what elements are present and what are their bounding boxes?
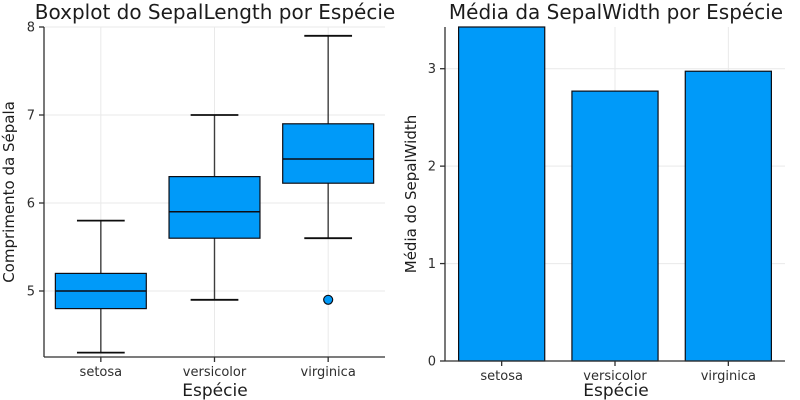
bar-yaxis-label: Média do SepalWidth xyxy=(402,115,420,274)
y-tick-label: 5 xyxy=(27,285,35,300)
category-label-setosa: setosa xyxy=(80,365,123,380)
y-tick-label: 0 xyxy=(428,355,436,370)
y-tick-label: 7 xyxy=(27,109,35,124)
boxplot-title: Boxplot do SepalLength por Espécie xyxy=(35,0,395,24)
y-tick-label: 6 xyxy=(27,197,35,212)
category-label-versicolor: versicolor xyxy=(183,365,247,380)
boxplot-yaxis-label: Comprimento da Sépala xyxy=(0,101,18,283)
boxplot-xaxis-label: Espécie xyxy=(182,381,247,400)
box-versicolor xyxy=(168,176,261,239)
y-tick-label: 8 xyxy=(27,21,35,36)
bar-title: Média da SepalWidth por Espécie xyxy=(449,0,783,24)
y-tick-label: 3 xyxy=(428,62,436,77)
category-label-setosa: setosa xyxy=(480,369,523,384)
bar-virginica xyxy=(684,70,772,362)
outlier-point-virginica xyxy=(323,294,334,305)
bar-sepalwidth-chart: 0 1 2 3 setosa versicolor virginica Média da S… xyxy=(402,0,785,400)
y-tick-label: 1 xyxy=(428,257,436,272)
category-label-virginica: virginica xyxy=(301,365,356,380)
category-label-virginica: virginica xyxy=(701,369,756,384)
category-label-versicolor: versicolor xyxy=(583,369,647,384)
y-tick-label: 2 xyxy=(428,160,436,175)
bar-xaxis-label: Espécie xyxy=(583,381,648,400)
bar-plot-area: 0 1 2 3 setosa versicolor virginica xyxy=(428,26,785,384)
boxplot-sepallength-chart: 5 6 7 8 setosa versicolor virginica Boxplot do… xyxy=(0,0,395,400)
bar-versicolor xyxy=(571,90,659,362)
bar-setosa xyxy=(457,26,546,362)
boxplot-plot-area: 5 6 7 8 setosa versicolor virginica xyxy=(27,21,385,380)
box-virginica xyxy=(282,123,375,184)
